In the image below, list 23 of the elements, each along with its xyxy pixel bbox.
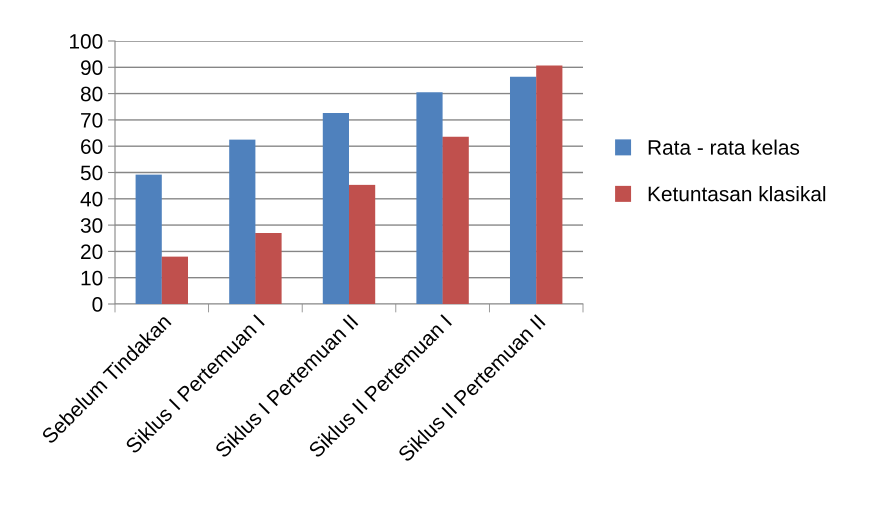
bar xyxy=(416,92,443,304)
bar xyxy=(162,256,188,304)
y-tick-label: 10 xyxy=(82,270,102,286)
bar xyxy=(322,113,349,304)
legend-label: Rata - rata kelas xyxy=(648,140,800,155)
bar xyxy=(255,232,282,304)
y-tick-label: 90 xyxy=(81,60,102,76)
legend-label: Ketuntasan klasikal xyxy=(648,186,826,202)
bar xyxy=(536,65,562,304)
y-tick-label: 40 xyxy=(80,192,102,207)
bar xyxy=(442,136,469,304)
y-tick-label: 80 xyxy=(80,86,102,102)
y-tick-label: 100 xyxy=(70,34,102,49)
y-tick-label: 30 xyxy=(80,218,102,233)
y-tick-label: 0 xyxy=(92,297,102,312)
bar xyxy=(136,174,162,304)
bar xyxy=(349,184,376,304)
bar xyxy=(229,140,256,304)
y-tick-label: 60 xyxy=(81,139,102,154)
y-tick-label: 50 xyxy=(80,166,102,180)
y-tick-label: 70 xyxy=(81,112,102,128)
bar xyxy=(510,76,536,304)
y-tick-label: 20 xyxy=(81,244,102,260)
